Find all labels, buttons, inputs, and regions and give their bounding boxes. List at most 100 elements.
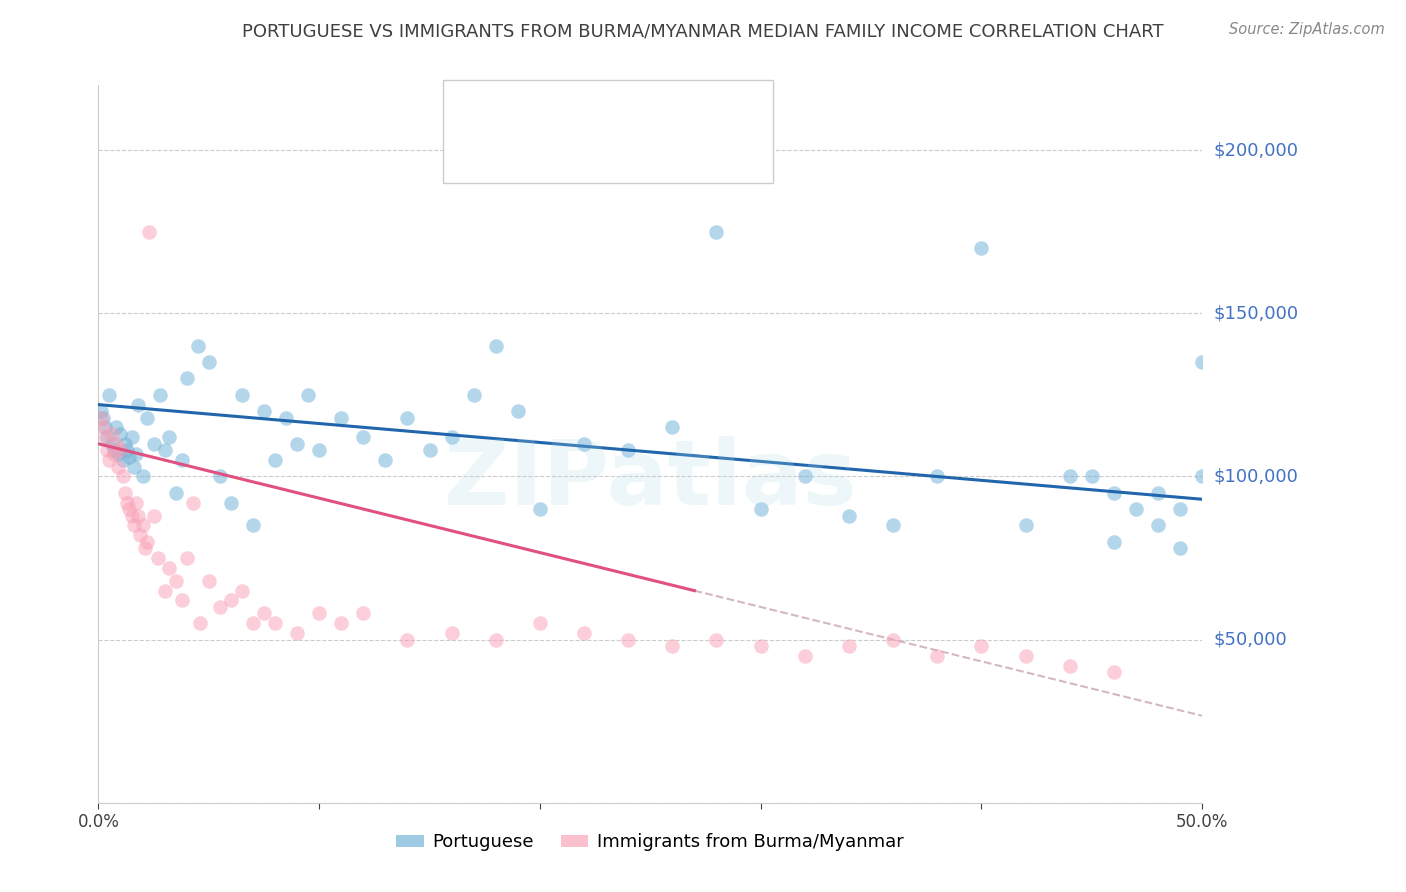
Point [105, 436, 128, 450]
Point [176, 551, 198, 566]
Point [927, 648, 949, 663]
Point [118, 450, 141, 464]
Point [103, 446, 125, 460]
Text: 71: 71 [634, 100, 659, 119]
Point [172, 593, 194, 607]
Point [882, 518, 904, 533]
Point [242, 518, 264, 533]
Point [793, 648, 815, 663]
Point [219, 495, 242, 509]
Point [111, 453, 134, 467]
Point [1168, 541, 1191, 556]
Point [572, 436, 595, 450]
Point [165, 485, 187, 500]
Point [146, 551, 169, 566]
Point [91, 420, 114, 434]
Point [264, 616, 287, 631]
Point [506, 404, 529, 418]
Point [231, 583, 253, 598]
Point [396, 632, 419, 647]
Point [1014, 518, 1036, 533]
Text: -0.339: -0.339 [538, 145, 606, 163]
Point [352, 430, 374, 444]
Point [1059, 469, 1081, 483]
Point [131, 518, 153, 533]
Point [253, 607, 276, 621]
Point [440, 626, 463, 640]
Point [183, 495, 205, 509]
Point [121, 508, 143, 523]
Point [285, 436, 308, 450]
Point [176, 371, 198, 385]
Point [94, 430, 117, 444]
Point [264, 453, 287, 467]
Text: ZIPatlas: ZIPatlas [444, 435, 856, 524]
Point [118, 502, 141, 516]
Point [1102, 665, 1125, 680]
Point [121, 430, 143, 444]
Point [110, 443, 132, 458]
Point [100, 436, 122, 450]
Point [187, 339, 209, 353]
Point [1014, 648, 1036, 663]
Point [105, 420, 128, 434]
Point [107, 459, 129, 474]
Point [706, 225, 728, 239]
Point [165, 574, 187, 588]
Text: R =: R = [496, 100, 536, 118]
Point [98, 388, 121, 402]
Point [396, 410, 419, 425]
Point [125, 446, 148, 460]
Point [138, 225, 160, 239]
Point [219, 593, 242, 607]
Point [131, 469, 153, 483]
Point [136, 534, 159, 549]
Point [485, 339, 508, 353]
Point [114, 436, 136, 450]
Text: Source: ZipAtlas.com: Source: ZipAtlas.com [1229, 22, 1385, 37]
Point [374, 453, 396, 467]
Point [153, 443, 176, 458]
Point [1147, 518, 1170, 533]
Point [661, 639, 683, 653]
Text: R =: R = [496, 145, 536, 163]
Point [285, 626, 308, 640]
Point [103, 443, 125, 458]
Point [122, 518, 145, 533]
Point [142, 508, 165, 523]
Point [330, 410, 353, 425]
Text: $200,000: $200,000 [1213, 141, 1298, 159]
Point [330, 616, 353, 631]
Point [125, 495, 148, 509]
Text: N =: N = [603, 100, 643, 118]
Point [242, 616, 264, 631]
Text: $150,000: $150,000 [1213, 304, 1298, 322]
Point [1191, 355, 1213, 369]
Point [91, 410, 114, 425]
Point [1125, 502, 1147, 516]
Point [1102, 485, 1125, 500]
Text: $50,000: $50,000 [1213, 631, 1286, 648]
Point [440, 430, 463, 444]
Point [661, 420, 683, 434]
Point [110, 427, 132, 442]
Point [172, 453, 194, 467]
Point [153, 583, 176, 598]
Point [838, 639, 860, 653]
Point [114, 485, 136, 500]
Point [927, 469, 949, 483]
Point [100, 427, 122, 442]
Text: N =: N = [603, 145, 643, 163]
Point [529, 616, 551, 631]
Text: 60: 60 [634, 145, 659, 163]
Point [96, 443, 118, 458]
Point [970, 639, 993, 653]
Point [529, 502, 551, 516]
Point [90, 404, 112, 418]
Point [970, 241, 993, 255]
Point [793, 469, 815, 483]
Text: ●: ● [463, 145, 479, 164]
Point [1168, 502, 1191, 516]
Point [134, 541, 156, 556]
Point [297, 388, 319, 402]
